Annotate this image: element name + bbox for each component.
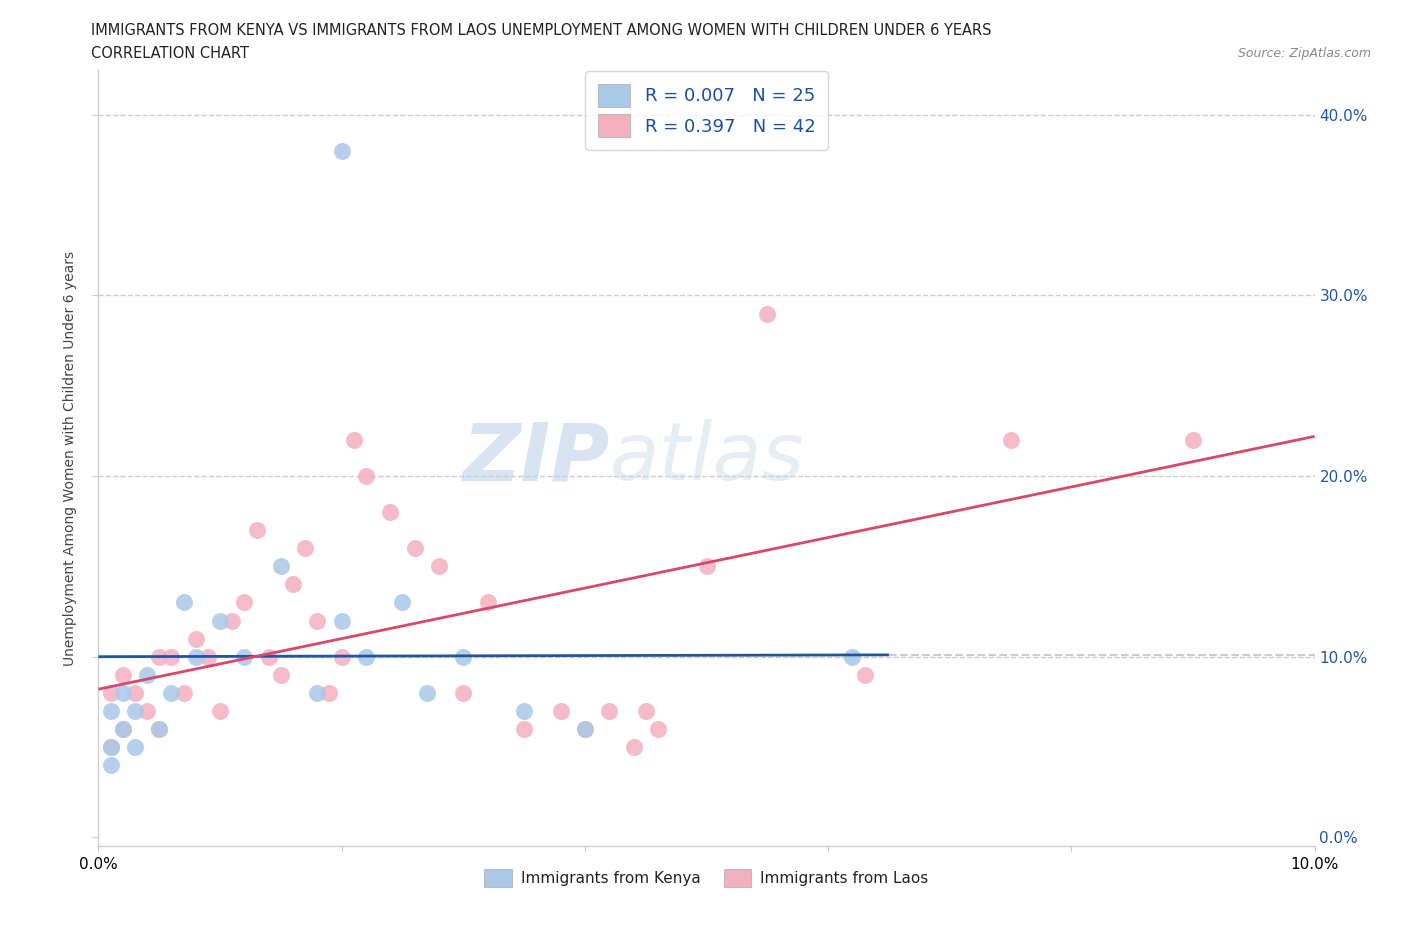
Point <box>354 649 377 664</box>
Point <box>111 668 134 683</box>
Point <box>318 685 340 700</box>
Text: ZIP: ZIP <box>461 419 609 497</box>
Point <box>197 649 219 664</box>
Point <box>136 668 159 683</box>
Point <box>354 469 377 484</box>
Point <box>100 703 122 718</box>
Point <box>1000 432 1022 447</box>
Text: atlas: atlas <box>609 419 804 497</box>
Point <box>343 432 366 447</box>
Point <box>623 739 645 754</box>
Point <box>221 613 243 628</box>
Point <box>841 649 863 664</box>
Point <box>100 758 122 773</box>
Point <box>100 739 122 754</box>
Point <box>550 703 572 718</box>
Point <box>330 143 353 158</box>
Point <box>307 685 329 700</box>
Point <box>257 649 280 664</box>
Point <box>160 685 183 700</box>
Point <box>574 722 596 737</box>
Point <box>281 577 304 591</box>
Point <box>380 505 402 520</box>
Point <box>100 739 122 754</box>
Point <box>100 685 122 700</box>
Text: CORRELATION CHART: CORRELATION CHART <box>91 46 249 61</box>
Point <box>124 739 146 754</box>
Point <box>696 559 718 574</box>
Point <box>148 649 170 664</box>
Point <box>173 595 195 610</box>
Point <box>173 685 195 700</box>
Point <box>124 685 146 700</box>
Point <box>634 703 657 718</box>
Text: IMMIGRANTS FROM KENYA VS IMMIGRANTS FROM LAOS UNEMPLOYMENT AMONG WOMEN WITH CHIL: IMMIGRANTS FROM KENYA VS IMMIGRANTS FROM… <box>91 23 991 38</box>
Point <box>111 722 134 737</box>
Point <box>427 559 450 574</box>
Point <box>270 668 292 683</box>
Point <box>416 685 439 700</box>
Point <box>245 523 267 538</box>
Point <box>853 668 876 683</box>
Point <box>404 541 426 556</box>
Point <box>148 722 170 737</box>
Point <box>270 559 292 574</box>
Point <box>513 703 536 718</box>
Point <box>294 541 316 556</box>
Point <box>184 631 207 646</box>
Point <box>184 649 207 664</box>
Point <box>233 649 256 664</box>
Point <box>453 685 475 700</box>
Point <box>209 613 232 628</box>
Point <box>209 703 232 718</box>
Point <box>330 649 353 664</box>
Point <box>647 722 669 737</box>
Point <box>477 595 499 610</box>
Point <box>111 722 134 737</box>
Point <box>111 685 134 700</box>
Point <box>574 722 596 737</box>
Point <box>124 703 146 718</box>
Text: Source: ZipAtlas.com: Source: ZipAtlas.com <box>1237 46 1371 60</box>
Point <box>330 613 353 628</box>
Point <box>756 306 779 321</box>
Point <box>513 722 536 737</box>
Point <box>160 649 183 664</box>
Legend: Immigrants from Kenya, Immigrants from Laos: Immigrants from Kenya, Immigrants from L… <box>478 863 935 893</box>
Point <box>307 613 329 628</box>
Y-axis label: Unemployment Among Women with Children Under 6 years: Unemployment Among Women with Children U… <box>63 250 77 666</box>
Point <box>148 722 170 737</box>
Point <box>598 703 620 718</box>
Point <box>136 703 159 718</box>
Point <box>453 649 475 664</box>
Point <box>1182 432 1205 447</box>
Point <box>233 595 256 610</box>
Point <box>391 595 413 610</box>
